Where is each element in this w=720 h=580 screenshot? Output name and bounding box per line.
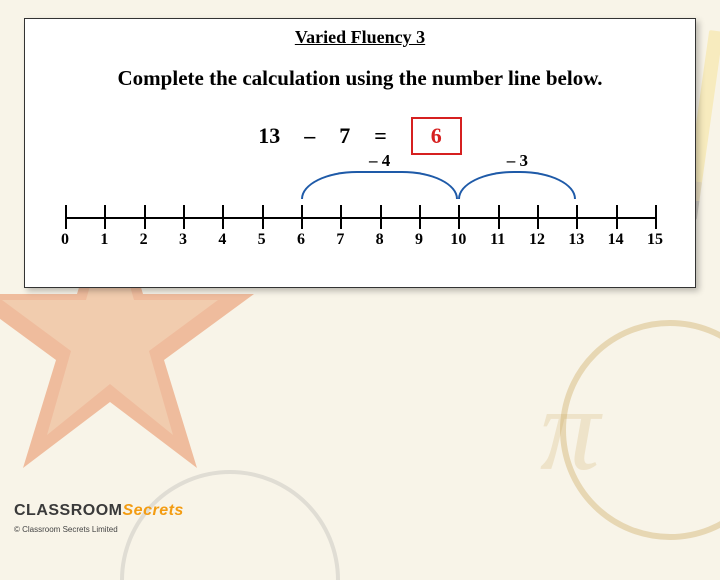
nl-tick (183, 205, 185, 229)
logo-part1: CLASSROOM (14, 502, 123, 519)
nl-tick (498, 205, 500, 229)
nl-label: 13 (568, 231, 584, 249)
nl-tick (104, 205, 106, 229)
nl-tick (537, 205, 539, 229)
logo-part2: Secrets (123, 502, 184, 519)
calc-answer: 6 (411, 117, 462, 155)
number-line-region: – 4– 3 0123456789101112131415 (25, 159, 695, 249)
nl-tick (222, 205, 224, 229)
nl-tick (340, 205, 342, 229)
nl-label: 1 (100, 231, 108, 249)
nl-label: 10 (450, 231, 466, 249)
jump-arc (458, 171, 576, 199)
nl-tick (301, 205, 303, 229)
nl-label: 8 (376, 231, 384, 249)
nl-tick (458, 205, 460, 229)
brand-logo: CLASSROOMSecrets (14, 502, 184, 520)
nl-label: 12 (529, 231, 545, 249)
nl-tick (616, 205, 618, 229)
nl-tick (655, 205, 657, 229)
nl-label: 15 (647, 231, 663, 249)
nl-label: 3 (179, 231, 187, 249)
nl-label: 6 (297, 231, 305, 249)
nl-label: 7 (336, 231, 344, 249)
nl-label: 0 (61, 231, 69, 249)
nl-tick (576, 205, 578, 229)
calc-eq: = (374, 123, 387, 149)
jump-label: – 3 (507, 151, 528, 171)
nl-tick (380, 205, 382, 229)
copyright-text: © Classroom Secrets Limited (14, 525, 118, 534)
bg-pi-decoration: π (540, 360, 600, 498)
calc-op: – (304, 123, 315, 149)
worksheet-title: Varied Fluency 3 (25, 27, 695, 48)
nl-tick (419, 205, 421, 229)
nl-label: 2 (140, 231, 148, 249)
calc-right: 7 (339, 123, 350, 149)
nl-label: 9 (415, 231, 423, 249)
calc-left: 13 (258, 123, 280, 149)
nl-label: 4 (218, 231, 226, 249)
nl-label: 14 (608, 231, 624, 249)
jump-arc (301, 171, 458, 199)
nl-label: 5 (258, 231, 266, 249)
bg-protractor-decoration (120, 470, 340, 580)
nl-label: 11 (490, 231, 505, 249)
jump-label: – 4 (369, 151, 390, 171)
calculation-row: 13 – 7 = 6 (25, 117, 695, 155)
worksheet-card: Varied Fluency 3 Complete the calculatio… (24, 18, 696, 288)
nl-tick (144, 205, 146, 229)
nl-tick (65, 205, 67, 229)
nl-tick (262, 205, 264, 229)
number-line-axis (65, 217, 655, 219)
number-line: 0123456789101112131415 (65, 199, 655, 249)
worksheet-instruction: Complete the calculation using the numbe… (25, 66, 695, 91)
jump-arcs: – 4– 3 (65, 159, 655, 199)
